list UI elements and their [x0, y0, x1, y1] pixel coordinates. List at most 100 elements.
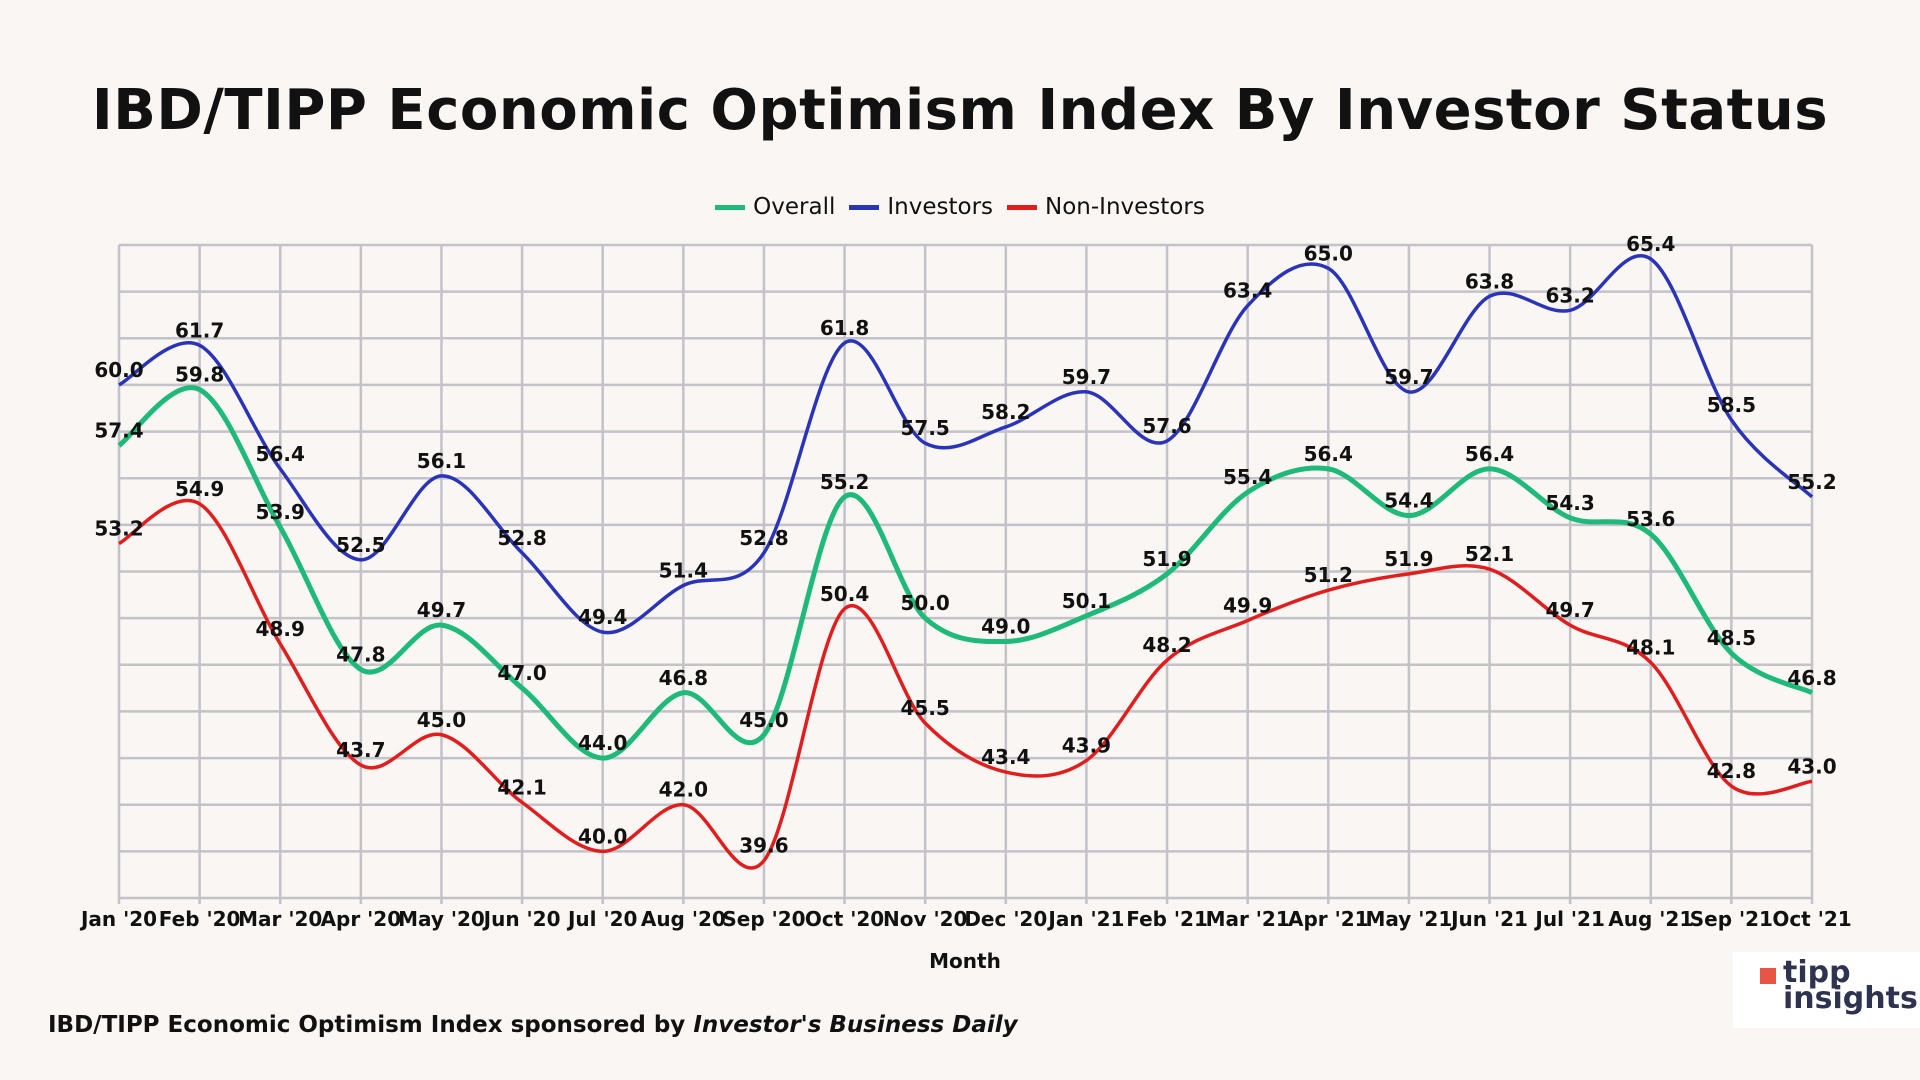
- data-label: 39.6: [739, 834, 788, 858]
- data-label: 42.8: [1707, 759, 1756, 783]
- data-label: 47.8: [336, 642, 385, 666]
- data-label: 44.0: [578, 731, 627, 755]
- x-tick-label: May '20: [398, 907, 485, 931]
- data-label: 51.9: [1384, 547, 1433, 571]
- x-tick-label: Apr '20: [321, 907, 402, 931]
- tipp-insights-logo: tipp insights: [1733, 952, 1920, 1028]
- data-label: 49.0: [981, 614, 1030, 638]
- data-label: 50.1: [1062, 589, 1111, 613]
- x-tick-label: Feb '20: [159, 907, 241, 931]
- legend-label: Non-Investors: [1045, 194, 1205, 220]
- x-tick-label: Aug '21: [1608, 907, 1693, 931]
- data-label: 43.9: [1062, 733, 1111, 757]
- data-label: 46.8: [659, 666, 708, 690]
- data-label: 65.4: [1626, 232, 1675, 256]
- data-label: 52.8: [497, 526, 546, 550]
- data-label: 53.2: [94, 517, 143, 541]
- x-tick-label: Oct '20: [805, 907, 884, 931]
- x-tick-label: Oct '21: [1772, 907, 1851, 931]
- data-label: 51.2: [1304, 563, 1353, 587]
- legend-swatch: [849, 204, 880, 210]
- data-label: 51.9: [1142, 547, 1191, 571]
- legend-swatch: [1007, 204, 1038, 210]
- series-line-overall: [117, 385, 1814, 761]
- series-line-investors: [118, 254, 1814, 635]
- data-label: 57.5: [901, 416, 950, 440]
- data-label: 58.5: [1707, 393, 1756, 417]
- data-label: 53.9: [256, 500, 305, 524]
- data-label: 59.7: [1384, 365, 1433, 389]
- footer-note: IBD/TIPP Economic Optimism Index sponsor…: [48, 1012, 1018, 1038]
- data-label: 54.4: [1384, 489, 1433, 513]
- x-axis-label: Month: [929, 949, 1001, 973]
- series-line-non-investors: [118, 498, 1813, 870]
- logo-text-line2: insights: [1783, 981, 1918, 1016]
- x-tick-label: Nov '20: [883, 907, 967, 931]
- data-label: 58.2: [981, 400, 1030, 424]
- data-label: 59.8: [175, 363, 224, 387]
- footer-source: Investor's Business Daily: [693, 1012, 1018, 1038]
- chart-title: IBD/TIPP Economic Optimism Index By Inve…: [91, 78, 1829, 143]
- data-label: 45.0: [417, 708, 466, 732]
- data-label: 51.4: [659, 558, 708, 582]
- data-label: 59.7: [1062, 365, 1111, 389]
- data-label: 53.6: [1626, 507, 1675, 531]
- x-tick-label: Jan '21: [1046, 907, 1124, 931]
- data-label: 55.4: [1223, 465, 1272, 489]
- legend-label: Investors: [887, 194, 994, 220]
- data-label: 54.9: [175, 477, 224, 501]
- data-label: 56.1: [417, 449, 466, 473]
- data-label: 43.0: [1787, 754, 1836, 778]
- data-label: 57.6: [1142, 414, 1191, 438]
- data-label: 55.2: [1787, 470, 1836, 494]
- data-label: 50.0: [901, 591, 950, 615]
- data-label: 45.0: [739, 708, 788, 732]
- data-label: 50.4: [820, 582, 869, 606]
- footer-text: IBD/TIPP Economic Optimism Index sponsor…: [48, 1012, 694, 1038]
- x-tick-label: Mar '20: [238, 907, 322, 931]
- data-label: 45.5: [901, 696, 950, 720]
- data-label: 49.9: [1223, 593, 1272, 617]
- data-label: 43.4: [981, 745, 1030, 769]
- data-label: 56.4: [1465, 442, 1514, 466]
- x-tick-label: Jul '21: [1533, 907, 1604, 931]
- logo-flag-icon: [1760, 968, 1776, 984]
- x-tick-label: May '21: [1366, 907, 1453, 931]
- data-label: 61.8: [820, 316, 869, 340]
- x-tick-label: Mar '21: [1206, 907, 1290, 931]
- data-label: 48.1: [1626, 635, 1675, 659]
- x-tick-label: Feb '21: [1126, 907, 1208, 931]
- data-label: 63.4: [1223, 279, 1272, 303]
- x-tick-label: Jun '20: [482, 907, 561, 931]
- logo-text-line1: tipp: [1783, 955, 1851, 990]
- x-tick-label: Apr '21: [1288, 907, 1369, 931]
- data-label: 46.8: [1787, 666, 1836, 690]
- x-tick-label: Jul '20: [566, 907, 637, 931]
- legend-item: Investors: [849, 194, 993, 220]
- data-label: 57.4: [94, 419, 143, 443]
- data-label: 48.9: [256, 617, 305, 641]
- data-label: 52.5: [336, 533, 385, 557]
- legend-label: Overall: [753, 194, 836, 220]
- data-label: 61.7: [175, 318, 224, 342]
- x-tick-label: Aug '20: [641, 907, 726, 931]
- data-label: 42.0: [659, 778, 708, 802]
- x-tick-label: Jun '21: [1449, 907, 1528, 931]
- data-label: 40.0: [578, 824, 627, 848]
- data-label: 47.0: [497, 661, 546, 685]
- x-tick-label: Sep '20: [722, 907, 805, 931]
- legend: Overall Investors Non-Investors: [0, 194, 1920, 220]
- legend-item: Non-Investors: [1007, 194, 1205, 220]
- data-label: 54.3: [1545, 491, 1594, 515]
- data-label: 55.2: [820, 470, 869, 494]
- data-label: 42.1: [497, 775, 546, 799]
- x-tick-label: Dec '20: [964, 907, 1047, 931]
- data-label: 48.2: [1142, 633, 1191, 657]
- x-tick-label: Sep '21: [1690, 907, 1773, 931]
- data-label: 63.2: [1545, 283, 1594, 307]
- data-label: 48.5: [1707, 626, 1756, 650]
- legend-swatch: [715, 204, 746, 210]
- data-label: 65.0: [1304, 241, 1353, 265]
- data-label: 63.8: [1465, 269, 1514, 293]
